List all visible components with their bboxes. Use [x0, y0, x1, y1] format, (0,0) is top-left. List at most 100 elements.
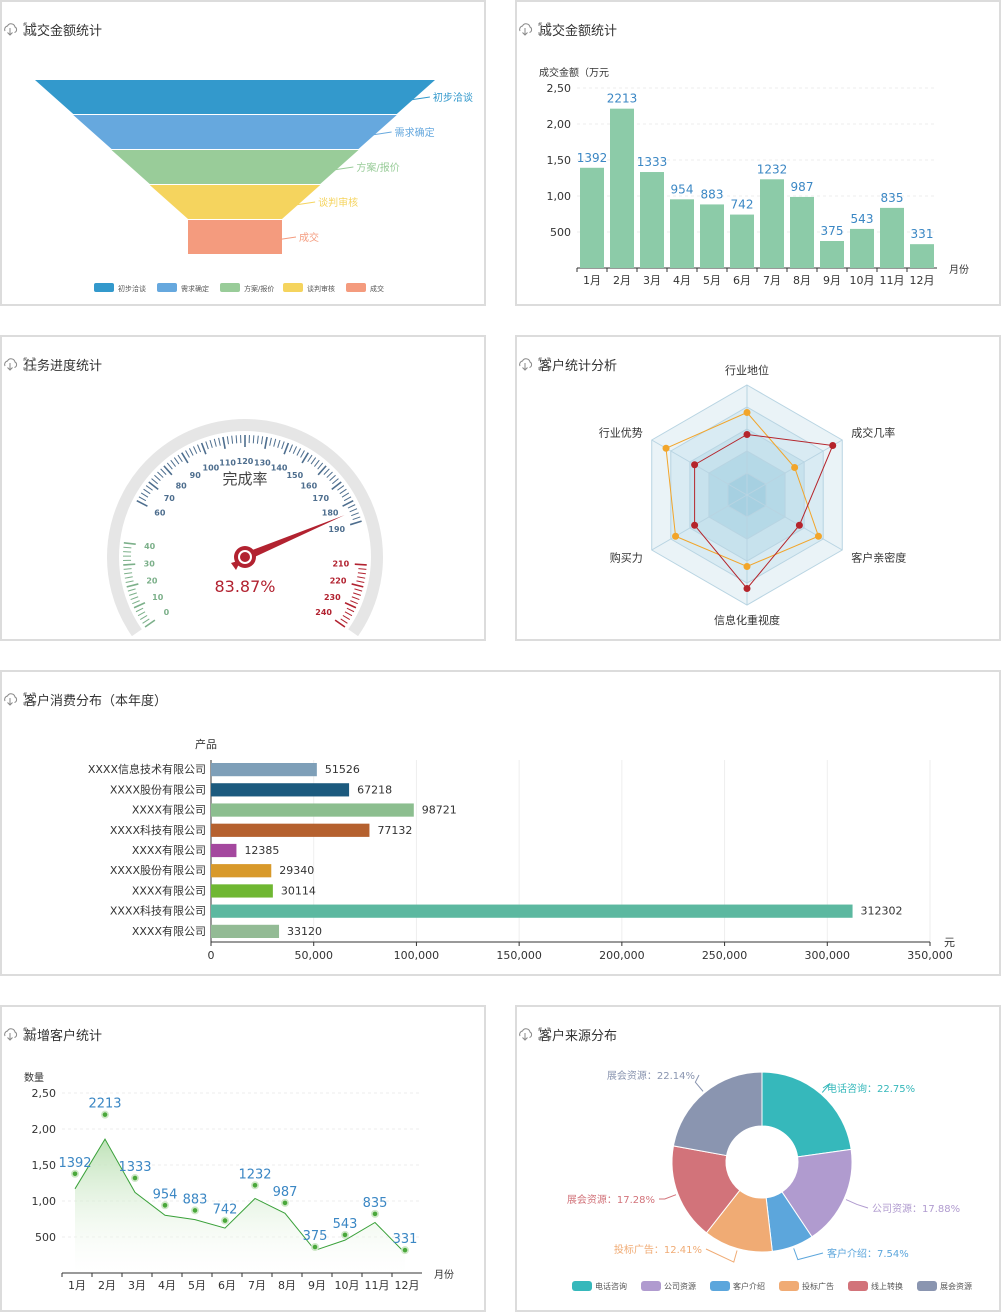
gauge-tick: [161, 469, 167, 475]
bar-value-label: 543: [851, 212, 874, 226]
radar-axis-label: 行业地位: [725, 363, 769, 377]
radar-point: [791, 464, 798, 471]
gauge-tick: [141, 493, 148, 497]
gauge-tick: [132, 601, 139, 604]
point-value-label: 375: [303, 1229, 328, 1244]
radar-axis-label: 成交几率: [851, 426, 895, 440]
gauge-tick: [357, 577, 365, 578]
funnel-stage: [73, 115, 397, 149]
gauge-tick: [358, 573, 366, 574]
radar-axis-label: 行业优势: [599, 427, 643, 440]
x-tick-label: 5月: [703, 274, 721, 287]
gauge-tick: [171, 460, 176, 466]
x-tick-label: 7月: [248, 1279, 266, 1292]
gauge-tick: [358, 569, 366, 570]
gauge-tick-label: 100: [203, 463, 220, 472]
gauge-tick: [345, 612, 352, 616]
gauge-tick: [144, 489, 151, 493]
x-tick-label: 50,000: [294, 949, 333, 962]
gauge-tick: [352, 597, 359, 600]
y-tick-label: 2,00: [32, 1123, 57, 1136]
gauge-tick: [139, 497, 146, 501]
bar: [610, 109, 634, 268]
radar-point: [744, 431, 751, 438]
y-tick-label: 1,00: [547, 190, 572, 203]
bar: [730, 215, 754, 268]
bar: [670, 199, 694, 268]
x-tick-label: 12月: [910, 274, 935, 287]
x-tick-label: 2月: [98, 1279, 116, 1292]
x-tick-label: 300,000: [805, 949, 851, 962]
bar: [211, 763, 317, 776]
gauge-tick: [223, 437, 225, 449]
gauge-tick-label: 150: [286, 471, 303, 480]
gauge-tick-label: 160: [300, 481, 317, 490]
gauge-tick: [327, 472, 333, 478]
x-tick-label: 7月: [763, 274, 781, 287]
bar: [910, 244, 934, 268]
pie-label-line: [695, 1075, 703, 1091]
legend-label: 客户介绍: [733, 1281, 765, 1291]
gauge-tick: [206, 441, 209, 449]
data-point: [223, 1218, 228, 1223]
gauge-tick: [348, 505, 355, 508]
bar-value-label: 375: [821, 224, 844, 238]
gauge-tick: [301, 450, 305, 457]
x-tick-label: 11月: [880, 274, 905, 287]
legend-label: 投标广告: [802, 1281, 834, 1291]
data-point: [373, 1212, 378, 1217]
gauge-tick: [124, 573, 132, 574]
funnel-stage: [35, 80, 435, 114]
legend-label: 展会资源: [940, 1281, 972, 1291]
gauge-tick: [289, 445, 292, 452]
gauge-tick: [308, 455, 312, 462]
point-value-label: 742: [213, 1203, 238, 1218]
legend-swatch: [917, 1281, 937, 1291]
x-tick-label: 5月: [188, 1279, 206, 1292]
gauge-tick-label: 120: [237, 457, 254, 466]
radar-point: [815, 533, 822, 540]
bar: [211, 884, 273, 897]
radar-point: [672, 533, 679, 540]
y-tick-label: XXXX科技有限公司: [110, 823, 206, 837]
point-value-label: 1333: [118, 1160, 151, 1175]
legend-swatch: [94, 283, 114, 292]
y-tick-label: XXXX科技有限公司: [110, 904, 206, 918]
data-point: [163, 1203, 168, 1208]
gauge-value: 83.87%: [214, 577, 275, 596]
y-tick-label: XXXX有限公司: [132, 803, 206, 817]
gauge-tick: [350, 509, 357, 512]
gauge-tick-label: 140: [271, 463, 288, 472]
funnel-stage-label: 成交: [299, 231, 319, 244]
pie-slice-label: 电话咨询：22.75%: [827, 1082, 915, 1095]
gauge-tick: [355, 564, 367, 565]
legend-label: 需求确定: [181, 284, 209, 293]
pie-label-line: [794, 1248, 823, 1259]
gauge-tick: [350, 521, 361, 525]
bar-value-label: 33120: [287, 925, 322, 938]
gauge-tick-label: 210: [332, 559, 349, 568]
y-axis-label: 数量: [24, 1071, 44, 1084]
y-tick-label: 1,00: [32, 1195, 57, 1208]
gauge-tick: [311, 458, 316, 465]
legend-swatch: [157, 283, 177, 292]
gauge-tick: [210, 440, 212, 448]
gauge-tick: [324, 469, 330, 475]
x-tick-label: 10月: [335, 1279, 360, 1292]
bar: [880, 208, 904, 268]
bar: [580, 168, 604, 268]
y-tick-label: XXXX有限公司: [132, 924, 206, 938]
x-tick-label: 12月: [395, 1279, 420, 1292]
funnel-stage-label: 谈判审核: [318, 196, 358, 209]
bar-value-label: 30114: [281, 884, 316, 897]
y-tick-label: 500: [35, 1231, 56, 1244]
gauge-needle: [243, 515, 344, 561]
gauge-tick: [186, 450, 190, 457]
gauge-tick: [154, 475, 160, 480]
legend-swatch: [641, 1281, 661, 1291]
bar-value-label: 742: [731, 198, 754, 212]
bar-value-label: 954: [671, 182, 694, 196]
bar: [760, 179, 784, 268]
